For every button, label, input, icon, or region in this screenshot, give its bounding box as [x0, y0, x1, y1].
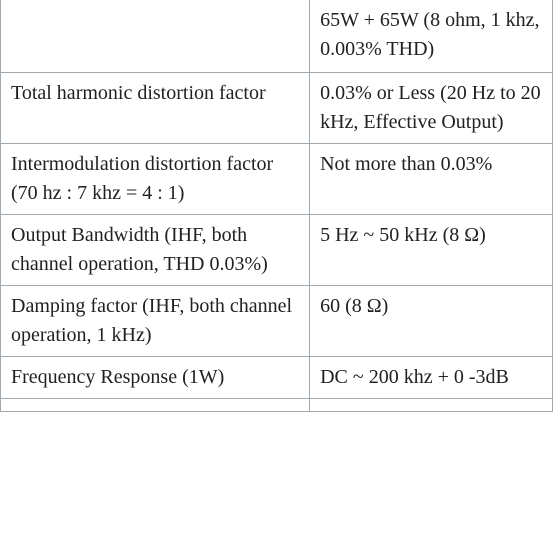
- spec-value: 0.03% or Less (20 Hz to 20 kHz, Effectiv…: [310, 72, 553, 143]
- spec-label: Frequency Response (1W): [1, 356, 310, 398]
- spec-value: 60 (8 Ω): [310, 285, 553, 356]
- spec-label: Intermodulation distortion factor (70 hz…: [1, 143, 310, 214]
- table-row: 65W + 65W (8 ohm, 1 khz, 0.003% THD): [1, 0, 553, 72]
- table-row: Frequency Response (1W) DC ~ 200 khz + 0…: [1, 356, 553, 398]
- table-row: [1, 398, 553, 411]
- spec-value: 65W + 65W (8 ohm, 1 khz, 0.003% THD): [310, 0, 553, 72]
- spec-value: Not more than 0.03%: [310, 143, 553, 214]
- table-row: Damping factor (IHF, both channel operat…: [1, 285, 553, 356]
- spec-label: Total harmonic distortion factor: [1, 72, 310, 143]
- spec-value: [310, 398, 553, 411]
- table-row: Total harmonic distortion factor 0.03% o…: [1, 72, 553, 143]
- spec-value: 5 Hz ~ 50 kHz (8 Ω): [310, 214, 553, 285]
- specs-table: 65W + 65W (8 ohm, 1 khz, 0.003% THD) Tot…: [0, 0, 553, 412]
- spec-label: [1, 398, 310, 411]
- spec-label: [1, 0, 310, 72]
- table-row: Intermodulation distortion factor (70 hz…: [1, 143, 553, 214]
- spec-label: Damping factor (IHF, both channel operat…: [1, 285, 310, 356]
- spec-label: Output Bandwidth (IHF, both channel oper…: [1, 214, 310, 285]
- table-row: Output Bandwidth (IHF, both channel oper…: [1, 214, 553, 285]
- spec-value: DC ~ 200 khz + 0 -3dB: [310, 356, 553, 398]
